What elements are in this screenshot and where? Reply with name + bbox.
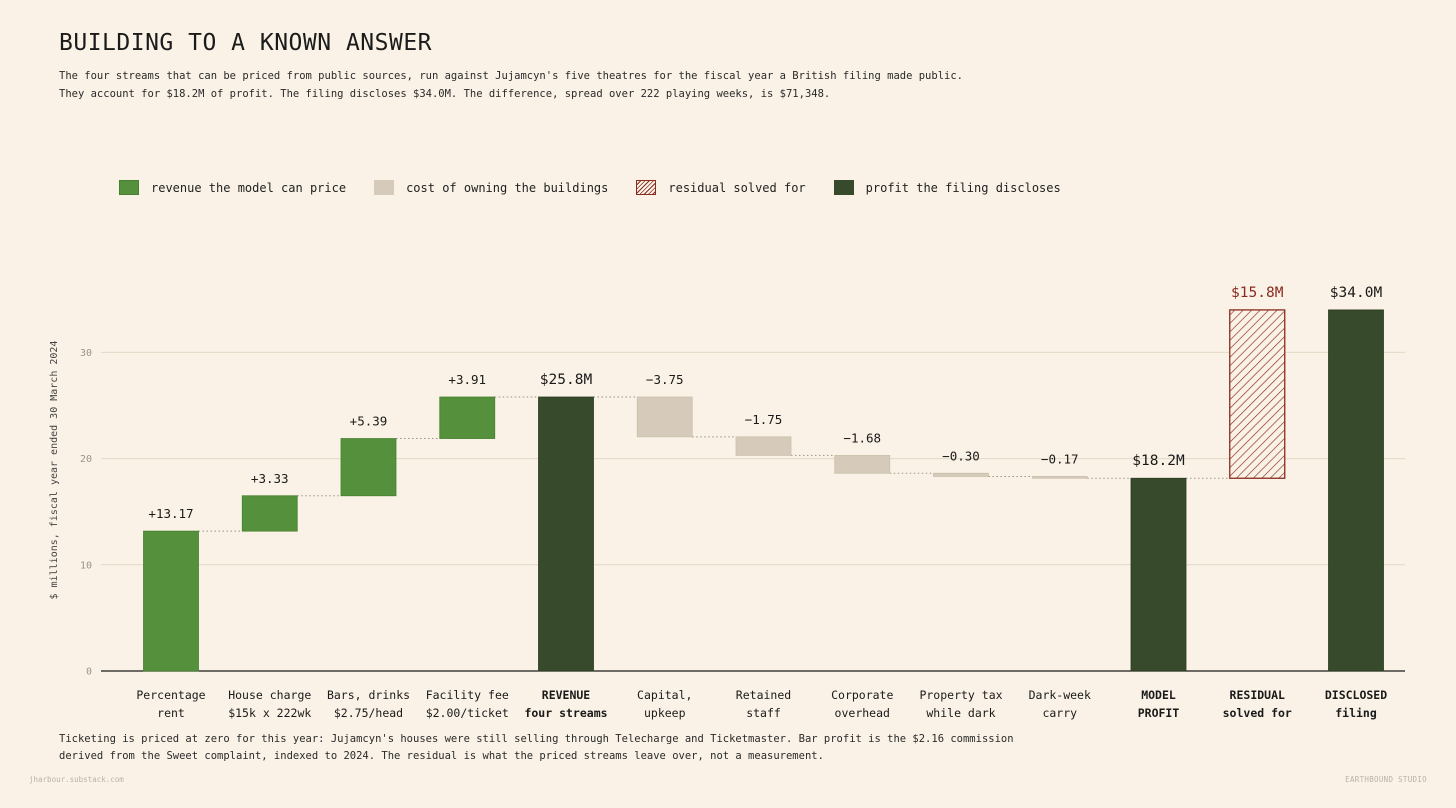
category-label-line1: DISCLOSED xyxy=(1325,688,1387,702)
value-label: +3.91 xyxy=(448,372,486,387)
bar-cost xyxy=(933,472,989,477)
bar-profit xyxy=(538,396,594,672)
legend-swatch-cost xyxy=(374,180,395,195)
value-label: −1.68 xyxy=(843,430,881,445)
category-label-line1: Retained xyxy=(736,688,791,702)
y-tick-label: 30 xyxy=(80,348,92,359)
category-label-line1: REVENUE xyxy=(542,688,591,702)
value-label: $18.2M xyxy=(1132,453,1185,469)
category-label-line2: four streams xyxy=(524,706,607,720)
category-label-line2: staff xyxy=(746,706,781,720)
category-label-line2: solved for xyxy=(1223,706,1292,720)
y-tick-label: 10 xyxy=(80,560,92,571)
value-label: +13.17 xyxy=(148,506,193,521)
legend-item-profit: profit the filing discloses xyxy=(833,180,1061,195)
value-label: $15.8M xyxy=(1231,285,1284,301)
value-label: +5.39 xyxy=(350,414,388,429)
value-label: $34.0M xyxy=(1330,285,1383,301)
gridlines: 0 10 20 30 xyxy=(80,348,1405,678)
bar-residual xyxy=(1229,309,1286,479)
page-title: BUILDING TO A KNOWN ANSWER xyxy=(59,30,433,56)
connectors xyxy=(198,396,1230,532)
value-label: −0.17 xyxy=(1041,451,1079,466)
category-label-line2: $2.00/ticket xyxy=(426,706,509,720)
legend-label-residual: residual solved for xyxy=(668,180,806,195)
category-label-line2: $15k x 222wk xyxy=(228,706,311,720)
bar-profit xyxy=(1130,477,1187,672)
category-label-line1: Capital, xyxy=(637,688,692,702)
bar-revenue xyxy=(143,530,199,672)
bar-cost xyxy=(636,396,693,438)
category-label-line1: Bars, drinks xyxy=(327,688,410,702)
y-tick-label: 0 xyxy=(86,667,92,678)
y-tick-label: 20 xyxy=(80,454,92,465)
legend-swatch-revenue xyxy=(119,180,139,195)
credit-right: EARTHBOUND STUDIO xyxy=(1345,775,1427,784)
category-label-line1: MODEL xyxy=(1141,688,1176,702)
bar-cost xyxy=(1031,476,1088,479)
category-label-line2: upkeep xyxy=(644,706,686,720)
bar-revenue xyxy=(340,438,397,497)
legend-swatch-profit xyxy=(833,180,854,195)
legend-label-profit: profit the filing discloses xyxy=(865,180,1061,195)
y-axis-label: $ millions, fiscal year ended 30 March 2… xyxy=(49,341,60,600)
subtitle: The four streams that can be priced from… xyxy=(59,67,1059,103)
category-label-line2: PROFIT xyxy=(1138,706,1180,720)
category-label-line2: rent xyxy=(157,706,185,720)
value-labels: +13.17 +3.33 +5.39 +3.91 $25.8M −3.75 −1.75 −1.… xyxy=(148,285,1382,521)
category-label-line1: Facility fee xyxy=(426,688,509,702)
footnote-line-2: derived from the Sweet complaint, indexe… xyxy=(59,750,824,762)
category-label-line1: Dark-week xyxy=(1029,688,1091,702)
footnote: Ticketing is priced at zero for this yea… xyxy=(59,731,1059,765)
bar-revenue xyxy=(241,495,298,532)
category-label-line1: Percentage xyxy=(136,688,205,702)
bar-cost xyxy=(834,455,891,474)
category-label-line1: House charge xyxy=(228,688,311,702)
category-label-line1: Property tax xyxy=(919,688,1002,702)
value-label: $25.8M xyxy=(540,372,593,388)
bar-cost xyxy=(735,436,792,456)
legend-swatch-residual xyxy=(636,180,657,195)
credit-left: jharbour.substack.com xyxy=(29,775,124,784)
category-label-line2: while dark xyxy=(926,706,995,720)
category-label-line2: overhead xyxy=(835,706,890,720)
legend: revenue the model can price cost of owni… xyxy=(119,180,1089,195)
bar-revenue xyxy=(439,396,496,439)
category-label-line2: filing xyxy=(1335,706,1377,720)
legend-label-cost: cost of owning the buildings xyxy=(406,180,609,195)
legend-label-revenue: revenue the model can price xyxy=(151,180,347,195)
bars xyxy=(143,309,1384,672)
legend-item-residual: residual solved for xyxy=(636,180,806,195)
category-label-line2: carry xyxy=(1042,706,1077,720)
category-labels: Percentage rent House charge $15k x 222wk Ba… xyxy=(136,688,1387,720)
footnote-line-1: Ticketing is priced at zero for this yea… xyxy=(59,733,1014,745)
value-label: −0.30 xyxy=(942,448,980,463)
legend-item-cost: cost of owning the buildings xyxy=(374,180,608,195)
value-label: −1.75 xyxy=(745,412,783,427)
value-label: −3.75 xyxy=(646,372,684,387)
category-label-line2: $2.75/head xyxy=(334,706,403,720)
category-label-line1: Corporate xyxy=(831,688,893,702)
value-label: +3.33 xyxy=(251,471,289,486)
subtitle-line-1: The four streams that can be priced from… xyxy=(59,70,963,82)
bar-profit xyxy=(1328,309,1384,672)
legend-item-revenue: revenue the model can price xyxy=(119,180,346,195)
subtitle-line-2: They account for $18.2M of profit. The f… xyxy=(59,88,831,100)
category-label-line1: RESIDUAL xyxy=(1230,688,1285,702)
